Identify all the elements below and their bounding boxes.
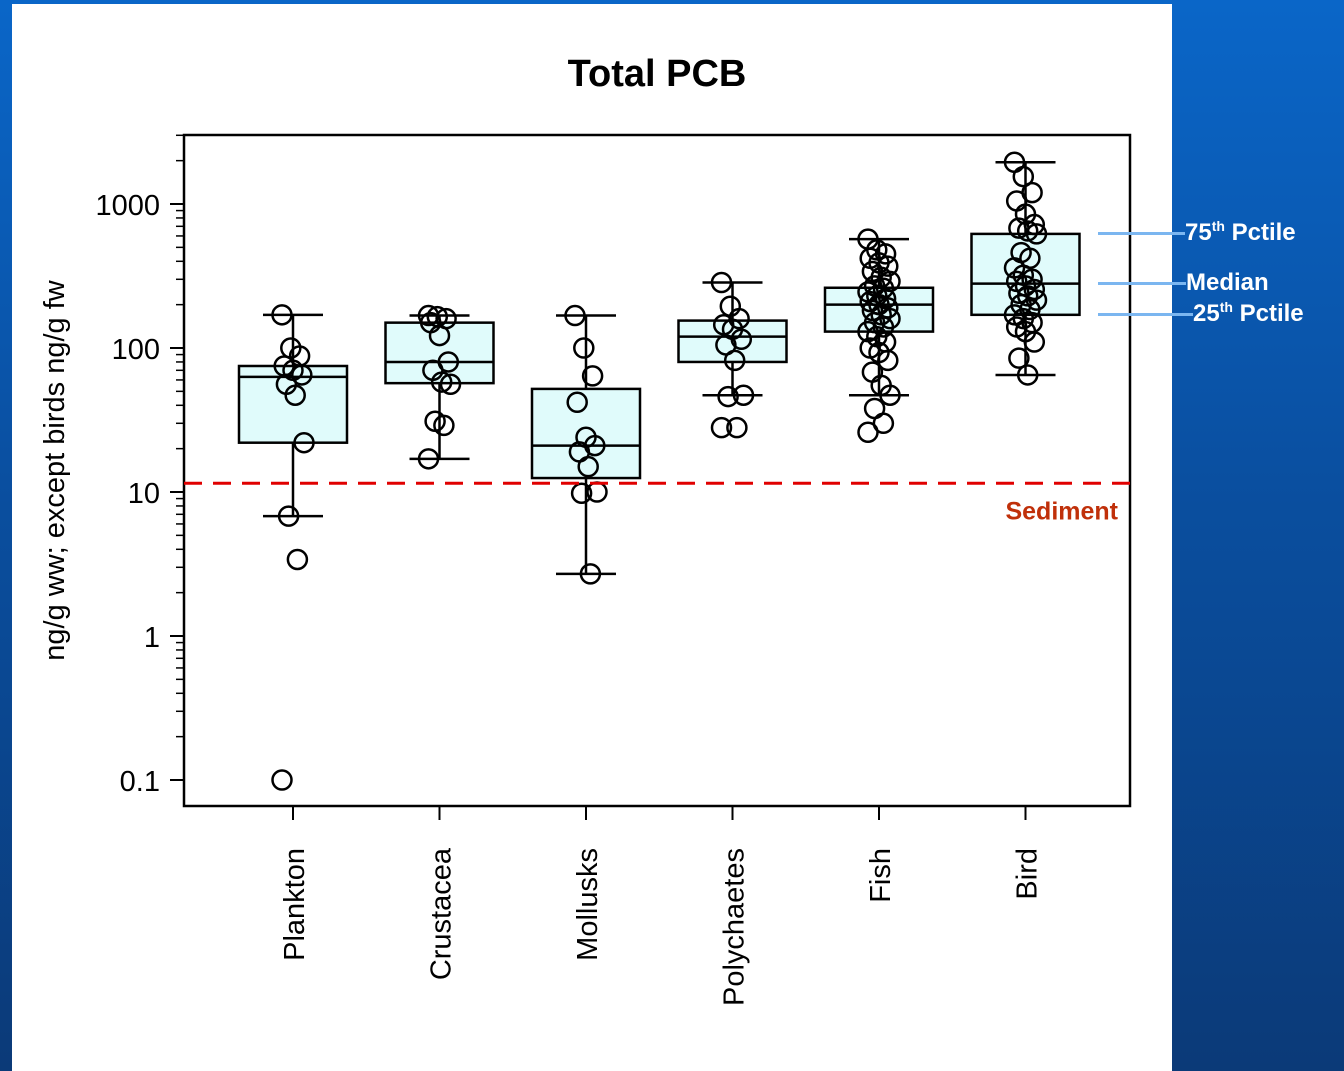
box-plot-chart: Total PCB ng/g ww; except birds ng/g fw 0.… [39, 53, 1132, 1006]
data-point [577, 455, 599, 478]
x-tick-label: Bird [1012, 848, 1044, 900]
y-tick-label: 100 [112, 334, 160, 366]
data-point [1005, 190, 1028, 212]
annotation-label-median: Median [1186, 268, 1269, 296]
data-point [439, 373, 462, 396]
data-point [717, 385, 739, 408]
data-point [271, 769, 293, 791]
data-point [566, 391, 588, 414]
data-point [1023, 213, 1046, 236]
data-point [879, 384, 901, 406]
box-iqr [970, 232, 1081, 317]
data-point [872, 277, 895, 299]
data-point [877, 349, 899, 372]
data-point [857, 421, 879, 443]
data-point [573, 337, 595, 359]
chart-title: Total PCB [568, 53, 747, 95]
data-point [286, 548, 309, 571]
data-point [1023, 331, 1046, 353]
data-point [710, 416, 733, 439]
annotation-label-q1: 25th Pctile [1193, 298, 1304, 327]
data-point [877, 255, 899, 277]
data-point [723, 349, 746, 372]
y-tick-label: 10 [128, 478, 160, 510]
data-point [433, 414, 455, 437]
data-point [1008, 347, 1030, 369]
data-point [1023, 278, 1046, 301]
annotation-label-q3: 75th Pctile [1185, 217, 1296, 246]
reference-line-label: Sediment [1005, 497, 1118, 525]
annotation-line-median [1097, 282, 1186, 286]
x-tick-label: Mollusks [572, 848, 604, 961]
y-axis-label: ng/g ww; except birds ng/g fw [39, 279, 71, 660]
data-point [1012, 165, 1035, 188]
data-point [417, 448, 440, 470]
annotation-line-q3 [1097, 232, 1185, 236]
data-point [271, 304, 293, 326]
data-point [564, 304, 586, 327]
data-point [874, 287, 897, 310]
data-point [291, 364, 313, 386]
chart-panel: Total PCB ng/g ww; except birds ng/g fw 0.… [12, 4, 1172, 1071]
x-tick-label: Fish [865, 848, 897, 903]
plot-frame [182, 133, 1132, 808]
data-point [730, 328, 753, 351]
data-point [1016, 220, 1039, 242]
data-point [732, 384, 755, 406]
data-point [579, 563, 602, 585]
x-tick-label: Plankton [279, 848, 311, 961]
data-point [581, 365, 604, 387]
x-tick-label: Crustacea [426, 847, 458, 980]
y-tick-label: 1 [144, 622, 160, 654]
data-point [284, 384, 306, 406]
data-point [277, 505, 300, 527]
data-point [1025, 223, 1048, 245]
data-point [570, 482, 593, 505]
data-point [428, 324, 451, 347]
data-point [710, 271, 733, 294]
data-point [1016, 364, 1039, 386]
y-tick-label: 1000 [95, 190, 160, 222]
data-point [293, 431, 315, 454]
data-point [726, 416, 748, 439]
x-tick-label: Polychaetes [719, 848, 751, 1006]
data-point [430, 371, 453, 393]
y-tick-label: 0.1 [120, 766, 160, 798]
annotation-line-q1 [1097, 313, 1193, 317]
